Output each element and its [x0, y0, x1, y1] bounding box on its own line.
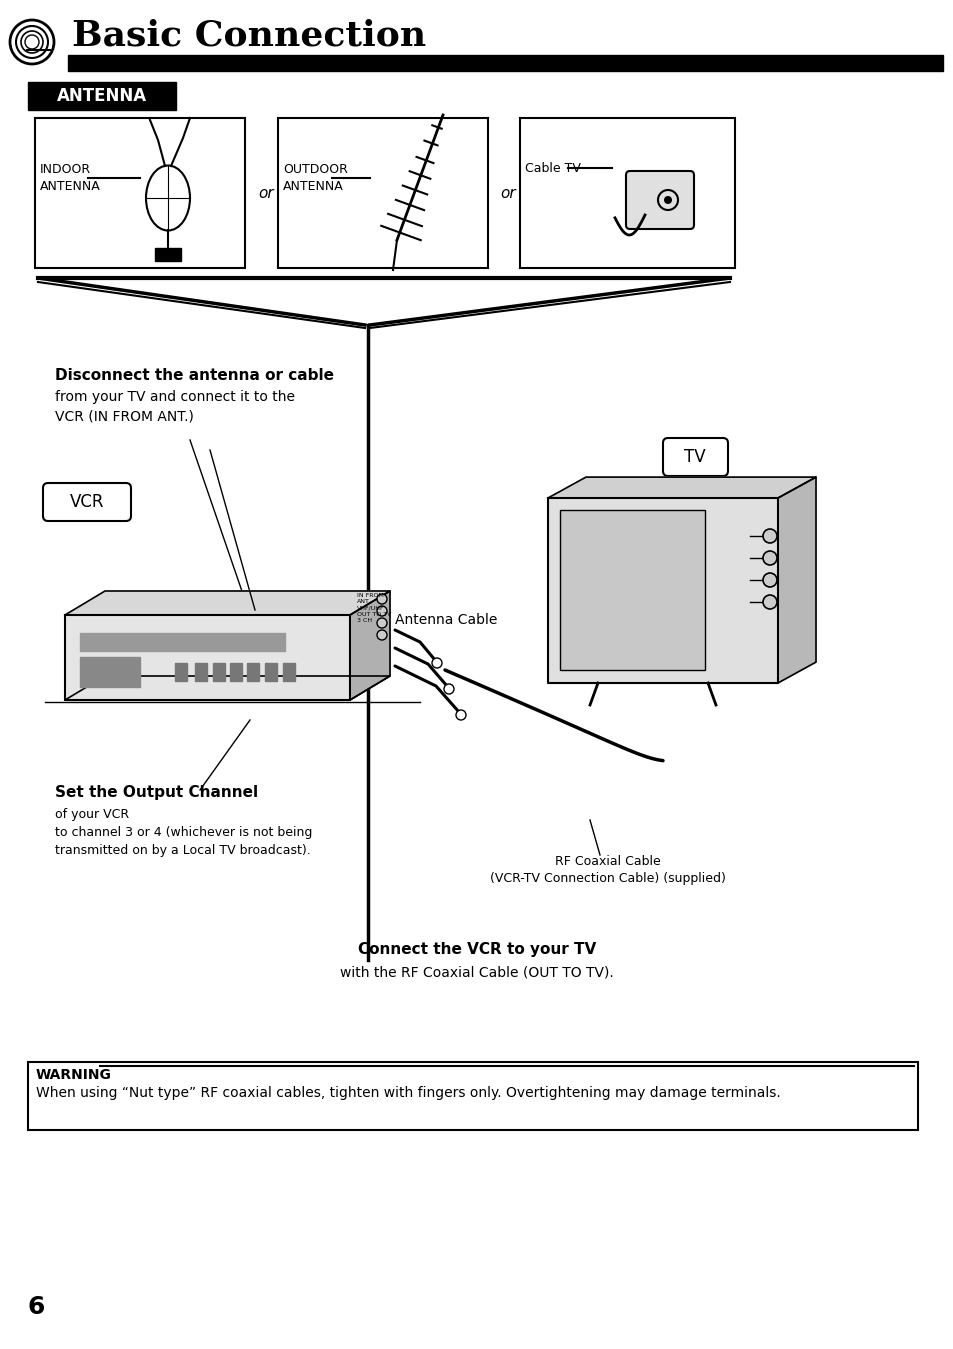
Text: Set the Output Channel: Set the Output Channel: [55, 785, 258, 800]
Text: or: or: [257, 186, 274, 201]
Bar: [247, 662, 258, 681]
Bar: [230, 662, 242, 681]
Polygon shape: [65, 615, 350, 700]
Circle shape: [762, 595, 776, 608]
Bar: [283, 662, 294, 681]
Bar: [154, 248, 181, 260]
Bar: [194, 662, 207, 681]
Polygon shape: [547, 478, 815, 498]
Text: RF Coaxial Cable
(VCR-TV Connection Cable) (supplied): RF Coaxial Cable (VCR-TV Connection Cabl…: [490, 855, 725, 885]
Polygon shape: [778, 478, 815, 683]
Bar: [68, 55, 942, 71]
Text: When using “Nut type” RF coaxial cables, tighten with fingers only. Overtighteni: When using “Nut type” RF coaxial cables,…: [36, 1086, 780, 1099]
Text: or: or: [499, 186, 515, 201]
Text: Antenna Cable: Antenna Cable: [395, 612, 497, 627]
Text: Basic Connection: Basic Connection: [71, 18, 426, 53]
Bar: [519, 117, 734, 268]
Circle shape: [663, 196, 671, 204]
Text: Connect the VCR to your TV: Connect the VCR to your TV: [357, 942, 596, 956]
Text: 6: 6: [28, 1295, 46, 1319]
Text: Disconnect the antenna or cable: Disconnect the antenna or cable: [55, 368, 334, 383]
Circle shape: [376, 618, 387, 629]
Bar: [28, 82, 175, 111]
Text: Cable TV: Cable TV: [524, 162, 580, 174]
Circle shape: [376, 630, 387, 639]
Polygon shape: [65, 676, 390, 700]
Text: INDOOR
ANTENNA: INDOOR ANTENNA: [40, 163, 101, 193]
Text: ANTENNA: ANTENNA: [57, 86, 147, 105]
Bar: [80, 633, 285, 652]
Bar: [265, 662, 276, 681]
Text: VCR: VCR: [70, 492, 104, 511]
Circle shape: [443, 684, 454, 693]
Bar: [277, 117, 488, 268]
Bar: [35, 117, 245, 268]
Circle shape: [432, 658, 441, 668]
Text: TV: TV: [683, 448, 705, 465]
Circle shape: [762, 573, 776, 587]
Circle shape: [456, 710, 465, 720]
Text: WARNING: WARNING: [36, 1068, 112, 1082]
Bar: [559, 510, 704, 670]
Text: IN FROM
ANT.
VHF/UHF
OUT TO TV
3 CH: IN FROM ANT. VHF/UHF OUT TO TV 3 CH: [356, 594, 391, 623]
Bar: [28, 1062, 917, 1130]
Polygon shape: [547, 498, 778, 683]
Bar: [174, 662, 187, 681]
Circle shape: [376, 594, 387, 604]
FancyBboxPatch shape: [625, 171, 693, 229]
Text: OUTDOOR
ANTENNA: OUTDOOR ANTENNA: [283, 163, 348, 193]
Circle shape: [762, 550, 776, 565]
Text: with the RF Coaxial Cable (OUT TO TV).: with the RF Coaxial Cable (OUT TO TV).: [340, 965, 613, 979]
Bar: [213, 662, 225, 681]
Text: of your VCR
to channel 3 or 4 (whichever is not being
transmitted on by a Local : of your VCR to channel 3 or 4 (whichever…: [55, 808, 312, 857]
Circle shape: [762, 529, 776, 544]
Polygon shape: [350, 591, 390, 700]
Text: from your TV and connect it to the
VCR (IN FROM ANT.): from your TV and connect it to the VCR (…: [55, 390, 294, 424]
Polygon shape: [65, 591, 390, 615]
Bar: [80, 657, 140, 687]
Circle shape: [376, 606, 387, 616]
